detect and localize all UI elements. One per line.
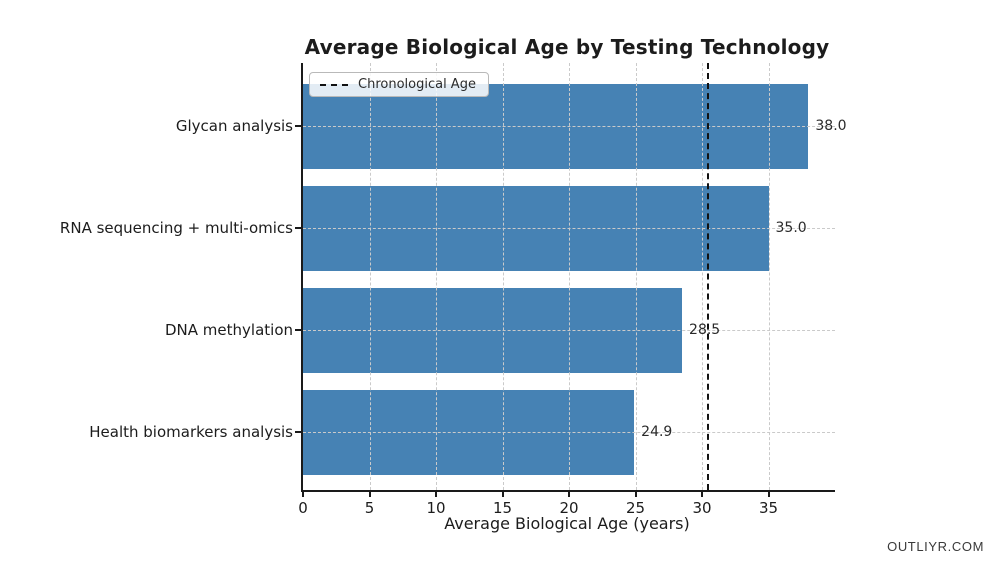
bar-value-label: 28.5 [689,322,721,338]
bar-value-label: 35.0 [775,220,807,236]
gridline-vertical [569,63,570,490]
chart-title: Average Biological Age by Testing Techno… [304,35,830,59]
x-tick-mark [767,490,770,497]
gridline-horizontal [303,432,835,433]
y-tick-mark [295,227,303,229]
gridline-vertical [635,63,637,490]
x-tick-mark [435,490,437,497]
x-tick-mark [501,490,504,497]
gridline-horizontal [303,228,835,229]
x-tick-label: 5 [364,499,375,517]
watermark: OUTLIYR.COM [887,539,984,554]
x-tick-label: 0 [298,499,308,517]
y-tick-mark [295,431,303,433]
x-tick-mark [701,490,703,497]
plot-area: Chronological Age Glycan analysis 38.0 RNA… [60,63,847,517]
x-tick-mark [568,490,570,497]
bar-value-label: 24.9 [641,424,673,440]
x-tick-label: 15 [492,499,513,517]
legend: Chronological Age [309,72,489,97]
y-axis-category-label: DNA methylation [165,321,293,339]
legend-label: Chronological Age [358,77,476,92]
x-axis-label: Average Biological Age (years) [444,514,690,533]
gridline-vertical [369,63,371,490]
x-tick-label: 35 [758,499,779,517]
y-axis-category-label: RNA sequencing + multi-omics [59,219,293,237]
gridline-horizontal [303,330,835,331]
y-axis-category-label: Glycan analysis [175,117,293,135]
gridline-vertical [502,63,504,490]
x-tick-mark [634,490,637,497]
y-tick-mark [295,329,303,331]
gridline-vertical [768,63,770,490]
x-tick-label: 20 [559,499,579,517]
x-tick-label: 10 [426,499,446,517]
dashed-line-icon [320,83,348,86]
y-axis-category-label: Health biomarkers analysis [89,423,293,441]
x-tick-label: 25 [625,499,646,517]
x-tick-label: 30 [692,499,712,517]
bar-value-label: 38.0 [815,118,847,134]
y-tick-mark [295,125,303,127]
gridline-vertical [436,63,437,490]
chronological-age-line [707,63,710,490]
x-tick-mark [302,490,304,497]
gridline-horizontal [303,126,835,127]
x-tick-mark [368,490,371,497]
gridline-vertical [702,63,703,490]
